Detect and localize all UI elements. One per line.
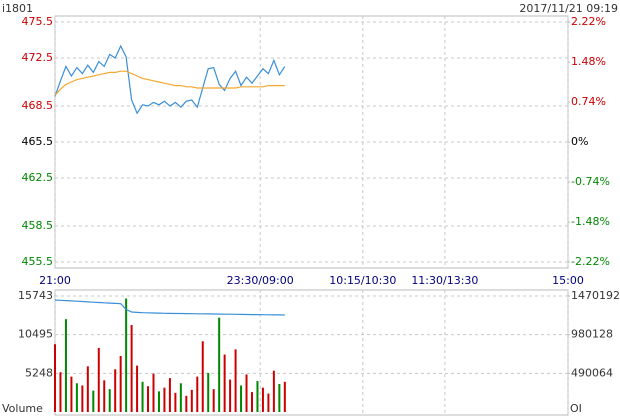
volume-bar xyxy=(130,325,133,412)
y2-tick-label: 0.74% xyxy=(571,95,606,108)
volume-bar xyxy=(212,389,215,412)
x-tick-label: 23:30/09:00 xyxy=(227,274,294,287)
volume-bar xyxy=(250,392,253,412)
price-line xyxy=(54,70,285,96)
y-tick-label: 15743 xyxy=(18,289,53,302)
volume-bar xyxy=(234,349,237,412)
y-tick-label: 468.5 xyxy=(22,99,54,112)
volume-bar xyxy=(223,354,226,412)
volume-bar xyxy=(283,381,286,412)
price-panel xyxy=(54,15,569,269)
x-tick-label: 15:00 xyxy=(552,274,584,287)
volume-bar xyxy=(190,389,193,412)
volume-bar xyxy=(114,369,117,412)
volume-bar xyxy=(163,387,166,412)
y2-tick-label: -0.74% xyxy=(571,175,610,188)
volume-bar xyxy=(240,385,243,412)
volume-bar xyxy=(103,380,106,412)
volume-bar xyxy=(81,385,84,412)
volume-bar xyxy=(218,317,221,412)
volume-bar xyxy=(229,379,232,412)
volume-bar xyxy=(141,381,144,412)
y-tick-label: 472.5 xyxy=(22,51,54,64)
y2-tick-label: 1.48% xyxy=(571,55,606,68)
y2-tick-label: -2.22% xyxy=(571,255,610,268)
y-tick-label: 455.5 xyxy=(22,255,54,268)
volume-bar xyxy=(185,395,188,412)
volume-bar xyxy=(207,372,210,412)
volume-bar xyxy=(70,376,73,412)
volume-bar xyxy=(54,344,56,412)
volume-bar xyxy=(278,384,281,412)
volume-bar xyxy=(97,347,100,412)
volume-bar xyxy=(196,376,199,412)
volume-bar xyxy=(64,319,67,412)
volume-bar xyxy=(152,373,155,412)
y-tick-label: 475.5 xyxy=(22,15,54,28)
x-tick-label: 21:00 xyxy=(39,274,71,287)
volume-bar xyxy=(201,341,204,412)
volume-bar xyxy=(157,391,160,412)
timestamp: 2017/11/21 09:19 xyxy=(519,2,618,15)
volume-bar xyxy=(136,365,139,412)
y-tick-label: 5248 xyxy=(25,366,53,379)
oi-line xyxy=(54,299,285,316)
symbol: i1801 xyxy=(2,2,33,15)
volume-bar xyxy=(59,372,62,412)
volume-bar xyxy=(174,392,177,412)
y-tick-label: 462.5 xyxy=(22,171,54,184)
volume-bar xyxy=(267,393,270,412)
y-tick-label: 10495 xyxy=(18,328,53,341)
x-tick-label: 10:15/10:30 xyxy=(329,274,396,287)
y2-tick-label: 2.22% xyxy=(571,15,606,28)
volume-bar xyxy=(86,366,89,412)
volume-bar xyxy=(261,387,264,412)
volume-bar xyxy=(245,374,248,412)
price-line xyxy=(54,44,286,115)
volume-bar xyxy=(147,386,150,412)
y2-tick-label: 490064 xyxy=(571,366,613,379)
volume-label: Volume xyxy=(2,402,43,415)
volume-bar xyxy=(75,383,78,412)
volume-bar xyxy=(272,370,275,412)
volume-bar xyxy=(256,381,259,412)
x-tick-label: 11:30/13:30 xyxy=(411,274,478,287)
y2-tick-label: 1470192 xyxy=(571,289,620,302)
volume-bar xyxy=(168,378,171,412)
volume-bar xyxy=(119,356,122,412)
volume-bar xyxy=(125,298,128,412)
volume-bar xyxy=(179,383,182,412)
volume-bar xyxy=(108,389,111,412)
oi-label: OI xyxy=(570,402,582,415)
y2-tick-label: -1.48% xyxy=(571,215,610,228)
y-tick-label: 465.5 xyxy=(22,135,54,148)
volume-bar xyxy=(92,390,95,412)
y-tick-label: 458.5 xyxy=(22,219,54,232)
y2-tick-label: 980128 xyxy=(571,328,613,341)
y2-tick-label: 0% xyxy=(571,135,588,148)
